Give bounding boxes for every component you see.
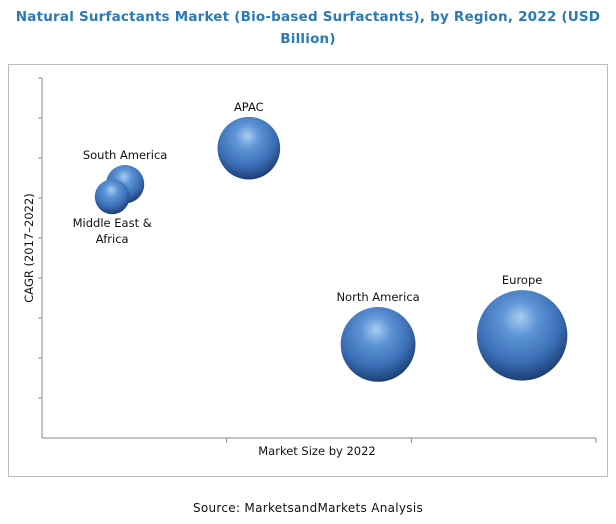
source-note: Source: MarketsandMarkets Analysis — [192, 501, 424, 515]
bubble-label-apac: APAC — [234, 100, 264, 114]
bubble-apac — [217, 116, 281, 180]
bubble-label-south-america: South America — [83, 148, 168, 162]
bubble-label-north-america: North America — [336, 290, 419, 304]
bubble-layer — [94, 116, 568, 382]
bubble-europe — [476, 290, 568, 381]
x-axis-label: Market Size by 2022 — [258, 444, 375, 458]
chart-axes — [38, 77, 597, 443]
chart-title-line2: Billion) — [280, 31, 336, 47]
chart-frame — [8, 64, 608, 477]
bubble-label-europe: Europe — [502, 273, 542, 287]
bubble-label-layer: South America Middle East & Africa APAC Nort… — [73, 100, 543, 304]
bubble-north-america — [340, 306, 416, 382]
bubble-label-middle-east-africa: Africa — [96, 232, 129, 246]
y-axis-label: CAGR (2017–2022) — [22, 193, 36, 303]
bubble-label-middle-east-africa: Middle East & — [73, 216, 152, 230]
bubble-middle-east-africa — [94, 179, 130, 215]
chart-title-line1: Natural Surfactants Market (Bio-based Su… — [15, 9, 601, 25]
chart-title: Natural Surfactants Market (Bio-based Su… — [0, 6, 616, 50]
